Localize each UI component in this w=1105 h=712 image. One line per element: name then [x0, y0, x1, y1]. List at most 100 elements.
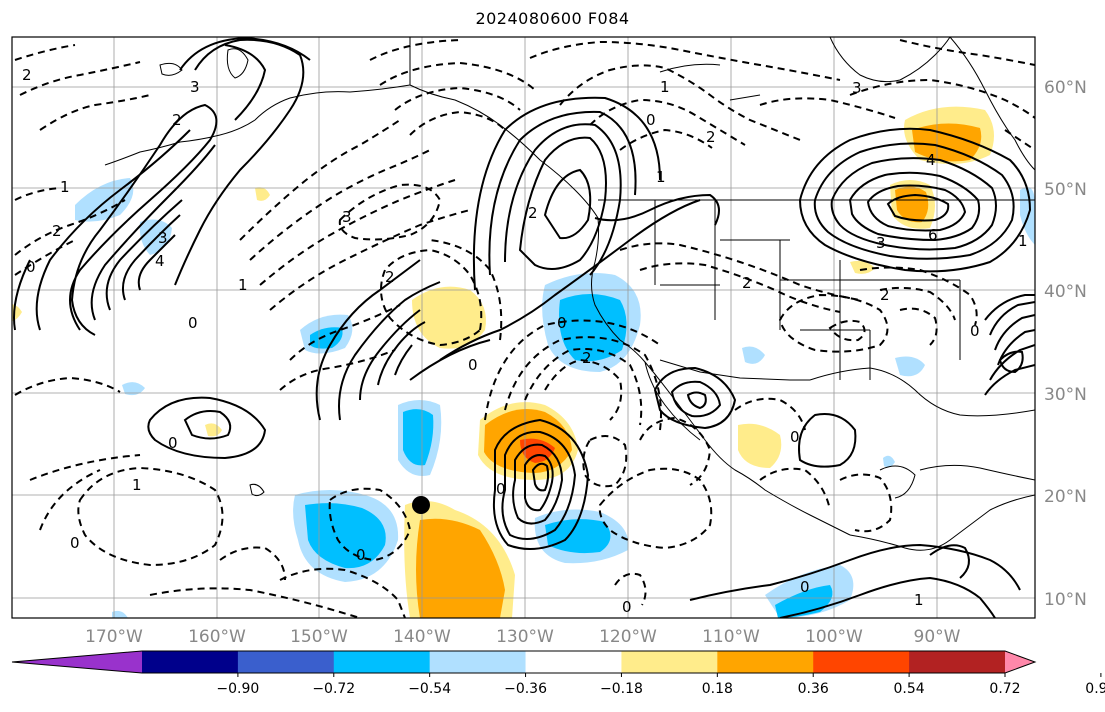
contour-label: 0 [646, 111, 656, 129]
contour-lines [13, 37, 1035, 618]
colorbar-segment [813, 651, 910, 673]
contour-line [501, 430, 577, 540]
contour-line [984, 294, 1035, 321]
contour-label: 0 [468, 356, 478, 374]
contour-label: 0 [188, 314, 198, 332]
contour-line [174, 38, 305, 286]
contour-line [759, 467, 831, 511]
lon-label: 140°W [393, 627, 451, 647]
contour-line [439, 199, 701, 361]
contour-line [259, 179, 456, 286]
coastline-gulf-coast [809, 367, 1035, 417]
contour-line [39, 94, 151, 131]
contour-label: 3 [158, 229, 168, 247]
contour-line [504, 123, 622, 276]
colorbar-tick-label: 0.36 [798, 681, 829, 697]
shade-patch [112, 610, 128, 618]
contour-line [224, 44, 267, 121]
contour-label: 1 [132, 476, 142, 494]
contour-line [35, 129, 191, 331]
contour-line [147, 396, 267, 460]
contour-line [249, 149, 431, 261]
coastline-alaska-peninsula [219, 84, 411, 136]
contour-line [279, 567, 406, 618]
colorbar-outline [11, 650, 1037, 674]
shade-patch [742, 346, 765, 364]
coastline-baja [644, 361, 701, 441]
colorbar-extend-high [1005, 651, 1035, 673]
contour-line [778, 293, 889, 353]
contour-line [359, 309, 421, 401]
solid-contours [13, 37, 1035, 618]
contour-label: 1 [660, 78, 670, 96]
contour-line [886, 193, 950, 222]
coastline-alaska [409, 37, 599, 219]
colorbar-tick-label: 0.54 [894, 681, 925, 697]
contour-label: 2 [385, 268, 395, 286]
contour-label: 2 [52, 222, 62, 240]
shade-patch [912, 123, 982, 162]
contour-line [594, 193, 720, 226]
contour-label: 1 [656, 168, 666, 186]
contour-line [582, 435, 628, 488]
contour-line [377, 321, 426, 386]
lat-label: 60°N [1044, 78, 1087, 98]
longitude-labels: 170°W 160°W 150°W 140°W 130°W 120°W 110°… [85, 627, 961, 647]
contour-line [798, 127, 1032, 273]
contour-line [989, 301, 1035, 336]
colorbar-segment [909, 651, 1006, 673]
state-borders [654, 200, 961, 380]
lon-label: 160°W [188, 627, 246, 647]
contour-line [994, 314, 1035, 351]
colorbar-tick-label: 0.90 [1085, 681, 1105, 697]
contour-line [219, 546, 286, 581]
contour-line [29, 454, 141, 481]
contour-label: 1 [238, 276, 248, 294]
contour-line [866, 184, 967, 232]
contour-labels: 2 3 2 1 3 4 0 2 3 1 0 0 2 2 0 1 2 1 3 4 … [22, 66, 1028, 616]
contour-line [14, 187, 61, 201]
contour-label: 4 [926, 151, 936, 169]
colorbar-segment [525, 651, 622, 673]
colorbar-extend-low [12, 651, 142, 673]
location-marker [412, 496, 430, 514]
latitude-labels: 60°N 50°N 40°N 30°N 20°N 10°N [1044, 78, 1087, 610]
lat-label: 40°N [1044, 282, 1087, 302]
contour-line [1004, 129, 1035, 151]
contour-label: 4 [155, 252, 165, 270]
contour-line [488, 110, 637, 276]
lat-label: 20°N [1044, 487, 1087, 507]
contour-line [828, 319, 866, 342]
contour-line [338, 281, 441, 421]
contour-line [734, 397, 806, 431]
contour-line [670, 380, 722, 418]
coastline-cuba [919, 464, 1035, 481]
contour-line [19, 61, 141, 96]
contour-line [619, 242, 861, 301]
contour-line [619, 128, 713, 151]
contour-line [614, 572, 647, 606]
shade-patch [738, 423, 782, 468]
lon-label: 100°W [805, 627, 863, 647]
contour-label: 0 [496, 480, 506, 498]
contour-line [859, 266, 978, 326]
island-kodiak [226, 48, 249, 79]
contour-label: 0 [356, 546, 366, 564]
contour-line [989, 344, 1035, 381]
contour-line [830, 157, 997, 251]
contour-line [137, 234, 176, 291]
colorbar-segment [333, 651, 431, 673]
contour-line [653, 366, 737, 430]
contour-line [813, 142, 1015, 260]
contour-line [686, 391, 707, 410]
contour-line [598, 467, 713, 550]
contour-line [879, 286, 956, 321]
map-title: 2024080600 F084 [475, 9, 630, 28]
contour-line [369, 39, 461, 61]
contour-line [409, 110, 506, 136]
dashed-contours [14, 39, 1035, 618]
shade-patch [412, 286, 486, 349]
shade-patch [883, 455, 895, 468]
coastlines [104, 37, 1035, 551]
shade-patch [559, 294, 627, 362]
